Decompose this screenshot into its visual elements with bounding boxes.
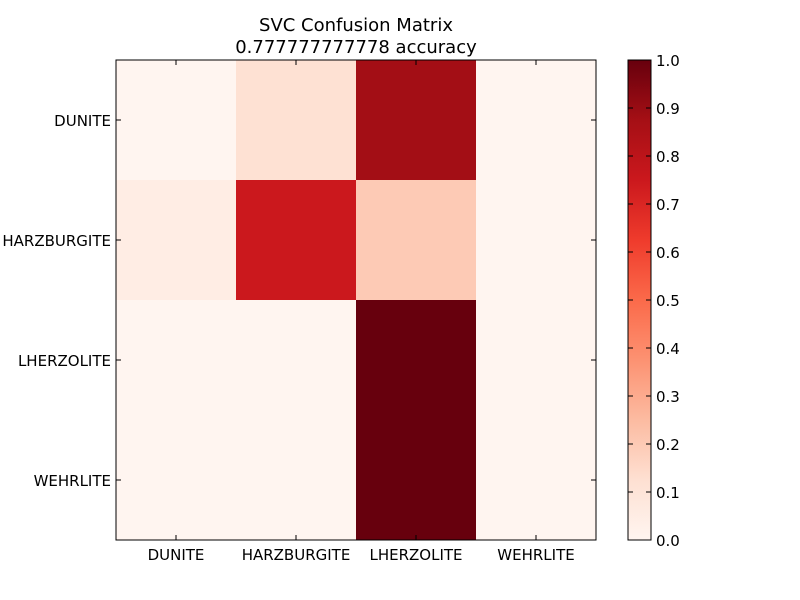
y-tick-label: LHERZOLITE: [18, 352, 111, 370]
heatmap-cell: [236, 60, 356, 180]
heatmap-cell: [476, 300, 596, 420]
heatmap-cell: [116, 420, 236, 540]
heatmap-cell: [116, 180, 236, 300]
colorbar-tick-label: 0.2: [656, 436, 680, 454]
colorbar-tick-label: 0.3: [656, 388, 680, 406]
heatmap-cell: [356, 60, 476, 180]
heatmap-cells: [116, 60, 596, 540]
plot-frame: [115, 59, 597, 541]
heatmap-cell: [236, 300, 356, 420]
chart-title: SVC Confusion Matrix: [259, 15, 453, 36]
heatmap-cell: [476, 180, 596, 300]
x-tick-label: DUNITE: [148, 546, 205, 564]
heatmap-cell: [236, 180, 356, 300]
chart-subtitle: 0.777777777778 accuracy: [235, 37, 477, 58]
heatmap-cell: [476, 60, 596, 180]
heatmap-cell: [116, 60, 236, 180]
colorbar-axis: 0.0 0.1 0.2 0.3 0.4 0.5 0.6 0.7 0.8 0.9 1.0: [628, 52, 680, 550]
colorbar-tick-label: 0.6: [656, 244, 680, 262]
heatmap-cell: [236, 420, 356, 540]
heatmap-cell: [476, 420, 596, 540]
heatmap-cell: [356, 300, 476, 420]
colorbar-tick-label: 0.8: [656, 148, 680, 166]
colorbar-tick-label: 0.7: [656, 196, 680, 214]
x-tick-label: LHERZOLITE: [369, 546, 462, 564]
heatmap-cell: [356, 180, 476, 300]
heatmap-cell: [356, 420, 476, 540]
y-tick-label: DUNITE: [54, 112, 111, 130]
colorbar-tick-label: 0.0: [656, 532, 680, 550]
y-tick-label: HARZBURGITE: [2, 232, 111, 250]
colorbar-tick-label: 1.0: [656, 52, 680, 70]
heatmap-cell: [116, 300, 236, 420]
x-tick-label: HARZBURGITE: [242, 546, 351, 564]
colorbar-tick-label: 0.9: [656, 100, 680, 118]
colorbar-tick-label: 0.4: [656, 340, 680, 358]
colorbar-tick-label: 0.5: [656, 292, 680, 310]
y-tick-label: WEHRLITE: [34, 472, 111, 490]
y-axis: DUNITE HARZBURGITE LHERZOLITE WEHRLITE: [2, 112, 596, 490]
x-axis: DUNITE HARZBURGITE LHERZOLITE WEHRLITE: [148, 60, 575, 564]
x-tick-label: WEHRLITE: [497, 546, 574, 564]
colorbar-tick-label: 0.1: [656, 484, 680, 502]
